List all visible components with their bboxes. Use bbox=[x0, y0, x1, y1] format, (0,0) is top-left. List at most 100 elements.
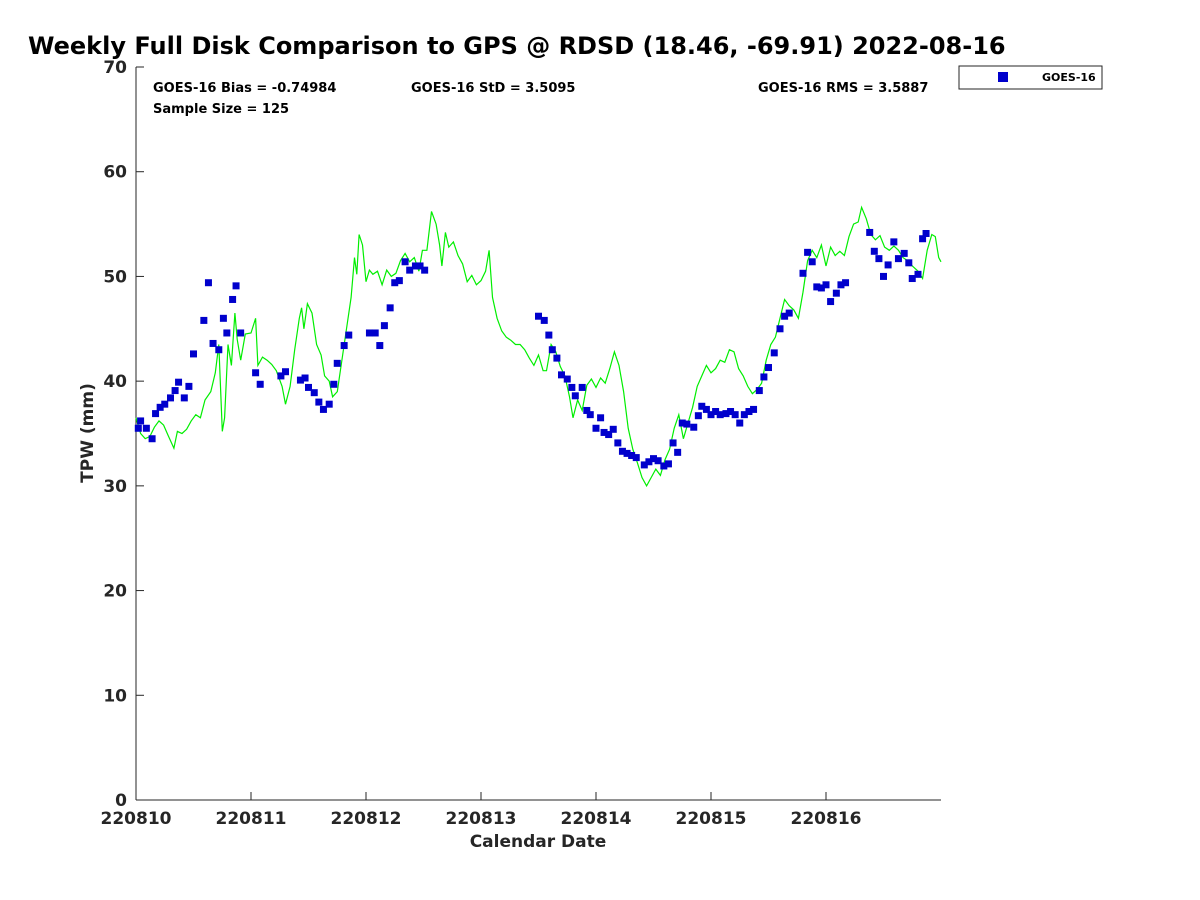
goes16-data-point bbox=[301, 374, 309, 382]
goes16-data-point bbox=[391, 279, 399, 287]
goes16-data-point bbox=[884, 261, 892, 269]
goes16-data-point bbox=[736, 419, 744, 427]
y-tick-label: 10 bbox=[103, 686, 127, 706]
rms-stat: GOES-16 RMS = 3.5887 bbox=[758, 81, 928, 96]
goes16-data-point bbox=[340, 342, 348, 350]
goes16-data-point bbox=[137, 417, 145, 425]
goes16-data-point bbox=[558, 371, 565, 379]
goes16-data-point bbox=[416, 262, 424, 270]
goes16-data-point bbox=[232, 282, 240, 290]
goes16-data-point bbox=[142, 424, 150, 432]
x-tick-label: 220816 bbox=[791, 809, 862, 829]
goes16-data-point bbox=[919, 235, 927, 243]
goes16-data-point bbox=[200, 316, 208, 324]
chart-title: Weekly Full Disk Comparison to GPS @ RDS… bbox=[28, 32, 1006, 60]
goes16-data-point bbox=[421, 266, 429, 274]
goes16-data-point bbox=[605, 431, 613, 439]
goes16-data-point bbox=[156, 403, 164, 411]
goes16-data-point bbox=[553, 354, 561, 362]
goes16-data-point bbox=[229, 295, 237, 303]
goes16-data-point bbox=[406, 266, 414, 274]
goes16-data-point bbox=[837, 281, 845, 289]
goes16-data-point bbox=[654, 457, 662, 465]
goes16-data-point bbox=[908, 275, 916, 283]
goes16-data-point bbox=[804, 248, 812, 256]
goes16-data-point bbox=[690, 423, 698, 431]
goes16-data-point bbox=[650, 455, 657, 463]
goes16-data-point bbox=[204, 279, 212, 287]
std-stat: GOES-16 StD = 3.5095 bbox=[411, 81, 575, 96]
goes16-data-point bbox=[395, 277, 403, 285]
legend-label: GOES-16 bbox=[1042, 71, 1096, 84]
goes16-data-point bbox=[694, 412, 702, 420]
goes16-data-point bbox=[333, 359, 341, 367]
goes16-data-point bbox=[161, 400, 169, 408]
x-tick-label: 220810 bbox=[101, 809, 172, 829]
goes16-data-point bbox=[813, 283, 821, 291]
goes16-data-point bbox=[592, 424, 600, 432]
goes16-data-point bbox=[870, 247, 878, 255]
goes16-data-point bbox=[185, 382, 193, 390]
goes16-data-point bbox=[134, 424, 142, 432]
goes16-data-point bbox=[822, 281, 830, 289]
goes16-data-point bbox=[215, 346, 223, 354]
goes16-data-point bbox=[628, 451, 636, 459]
goes16-data-point bbox=[722, 410, 730, 418]
gps-series-line bbox=[135, 205, 942, 488]
goes16-data-point bbox=[832, 289, 840, 297]
goes16-data-point bbox=[586, 411, 594, 419]
goes16-data-point bbox=[905, 259, 913, 267]
y-ticks: 0 10 20 30 40 50 60 70 bbox=[103, 58, 144, 811]
goes16-data-point bbox=[623, 449, 631, 457]
goes16-data-point bbox=[678, 419, 686, 427]
x-ticks: 220810 220811 220812 220813 220814 220815 2208… bbox=[101, 792, 862, 829]
legend: GOES-16 bbox=[958, 65, 1103, 90]
goes16-data-point bbox=[548, 346, 556, 354]
goes16-data-point bbox=[219, 314, 227, 322]
goes16-data-point bbox=[900, 249, 908, 257]
goes16-data-point bbox=[310, 389, 318, 397]
y-tick-label: 30 bbox=[103, 477, 127, 497]
goes16-data-point bbox=[325, 400, 333, 408]
goes16-data-point bbox=[256, 380, 264, 388]
goes16-data-point bbox=[282, 368, 289, 376]
x-tick-label: 220815 bbox=[676, 809, 747, 829]
goes16-data-point bbox=[727, 408, 735, 416]
y-tick-label: 20 bbox=[103, 582, 127, 602]
goes16-data-point bbox=[540, 316, 548, 324]
goes16-data-point bbox=[799, 269, 807, 277]
goes16-data-point bbox=[922, 229, 930, 237]
goes16-data-point bbox=[305, 383, 312, 391]
axes bbox=[135, 67, 941, 801]
y-tick-label: 0 bbox=[115, 791, 127, 811]
goes16-data-point bbox=[755, 387, 763, 395]
goes16-data-point bbox=[296, 376, 304, 384]
goes16-data-point bbox=[842, 279, 850, 287]
goes16-data-point bbox=[731, 411, 739, 419]
x-tick-label: 220813 bbox=[446, 809, 517, 829]
goes16-data-point bbox=[740, 411, 748, 419]
goes16-data-point bbox=[776, 325, 784, 333]
goes16-data-point bbox=[808, 258, 816, 266]
goes16-data-point bbox=[401, 258, 409, 266]
goes16-data-point bbox=[386, 304, 394, 312]
goes16-data-point bbox=[180, 394, 188, 402]
goes16-data-point bbox=[890, 238, 898, 246]
goes16-data-point bbox=[365, 329, 373, 337]
goes16-data-point bbox=[785, 309, 793, 317]
goes16-data-point bbox=[535, 312, 542, 320]
goes16-data-point bbox=[664, 460, 672, 468]
goes16-data-point bbox=[750, 405, 758, 413]
goes16-data-point bbox=[817, 284, 825, 292]
x-tick-label: 220812 bbox=[331, 809, 402, 829]
goes16-data-point bbox=[827, 298, 835, 306]
goes16-data-point bbox=[223, 329, 231, 337]
goes16-data-point bbox=[674, 448, 682, 456]
goes16-data-point bbox=[880, 272, 887, 280]
goes16-data-point bbox=[319, 405, 327, 413]
goes16-data-point bbox=[597, 414, 605, 422]
goes16-data-point bbox=[640, 461, 648, 469]
goes16-data-point bbox=[702, 405, 710, 413]
goes16-data-point bbox=[578, 383, 586, 391]
goes16-data-point bbox=[190, 350, 197, 358]
